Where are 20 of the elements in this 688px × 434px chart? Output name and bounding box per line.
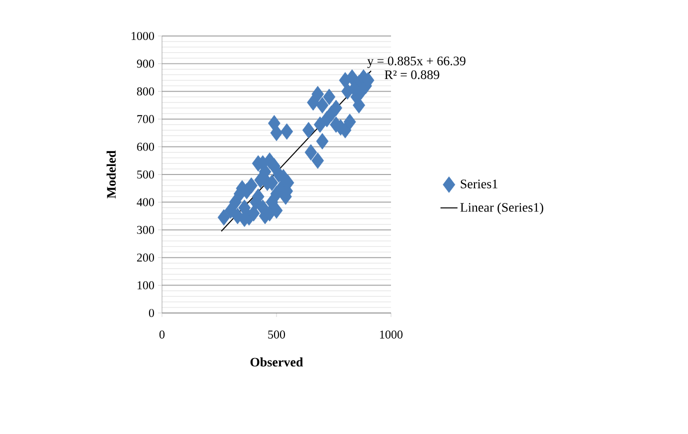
x-tick-label: 500 — [268, 330, 286, 339]
y-tick-label: 400 — [136, 198, 154, 206]
y-tick-label: 0 — [148, 308, 154, 318]
x-tick-label: 0 — [159, 330, 165, 339]
y-tick-label: 1000 — [132, 32, 154, 40]
annotation: y = 0.885x + 66.39 — [367, 56, 466, 68]
y-tick-label: 500 — [137, 170, 154, 179]
y-axis-title: Modeled — [106, 150, 116, 198]
y-tick-label: 900 — [136, 60, 154, 68]
y-tick-label: 200 — [137, 254, 154, 262]
y-tick-label: 800 — [137, 87, 154, 96]
legend-label: Series1 — [460, 180, 498, 188]
y-tick-label: 300 — [137, 226, 154, 234]
annotation: R² = 0.889 — [384, 70, 440, 80]
legend-label: Linear (Series1) — [460, 202, 544, 214]
y-tick-label: 100 — [138, 281, 154, 290]
x-axis-title: Observed — [250, 357, 303, 367]
y-tick-label: 700 — [137, 115, 154, 124]
x-tick-label: 1000 — [380, 330, 402, 339]
y-tick-label: 600 — [137, 142, 154, 151]
